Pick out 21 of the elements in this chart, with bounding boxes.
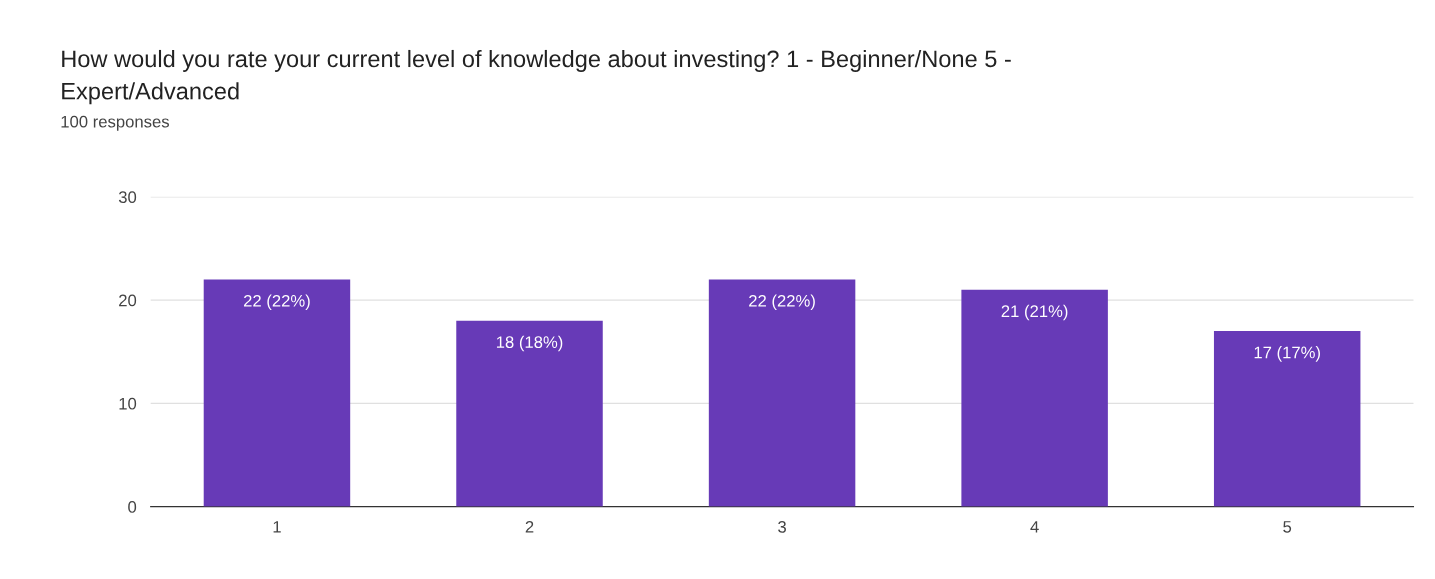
data-label: 22 (22%)	[243, 294, 310, 311]
x-tick-label: 2	[525, 520, 534, 533]
data-label: 17 (17%)	[1254, 346, 1320, 362]
y-tick-label: 30	[118, 191, 137, 204]
y-tick-label: 0	[128, 501, 137, 513]
y-tick-label: 20	[119, 294, 137, 307]
chart-subtitle: 100 responses	[61, 115, 169, 131]
x-tick-label: 3	[778, 520, 786, 533]
chart-title: How would you rate your current level of knowledge about investing? 1 - Beginner/None 5 - Expert/Advanced	[62, 49, 1011, 105]
x-tick-label: 1	[273, 521, 281, 533]
bar	[203, 279, 351, 507]
x-tick-label: 5	[1283, 521, 1292, 533]
bar	[961, 289, 1108, 507]
bar	[1213, 331, 1361, 507]
y-tick-label: 10	[119, 397, 137, 410]
x-tick-label: 4	[1030, 521, 1039, 533]
bar	[708, 279, 856, 507]
data-label: 21 (21%)	[1001, 304, 1068, 321]
bar	[456, 320, 603, 507]
data-label: 22 (22%)	[749, 294, 815, 311]
data-label: 18 (18%)	[496, 335, 563, 352]
